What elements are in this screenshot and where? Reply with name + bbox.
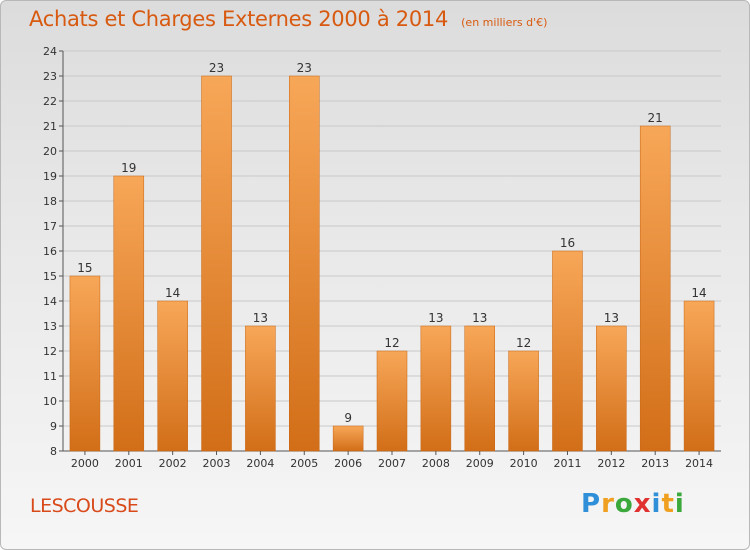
x-tick-label: 2001 [115,457,143,470]
bar-value-label: 13 [428,311,443,325]
brand-letter: P [581,489,602,519]
brand-letter: i [674,489,685,519]
bar-value-label: 14 [165,286,180,300]
y-tick-label: 18 [43,195,57,208]
brand-letter: r [601,489,615,519]
bar [245,325,276,452]
bar [683,300,715,452]
chart-subtitle: (en milliers d'€) [461,16,548,29]
bar [113,175,145,452]
y-tick-label: 13 [43,320,57,333]
x-tick-label: 2000 [71,457,99,470]
bar-value-label: 23 [297,61,312,75]
bar-value-label: 12 [384,336,399,350]
x-tick-label: 2013 [641,457,669,470]
y-tick-label: 15 [43,270,57,283]
y-tick-label: 17 [43,220,57,233]
x-tick-label: 2008 [422,457,450,470]
brand-letter: i [651,489,662,519]
bar-value-label: 14 [691,286,706,300]
x-tick-label: 2009 [466,457,494,470]
bar-value-label: 15 [77,261,92,275]
y-tick-label: 20 [43,145,57,158]
x-tick-label: 2012 [597,457,625,470]
y-tick-label: 10 [43,395,57,408]
y-tick-label: 12 [43,345,57,358]
bar-value-label: 19 [121,161,136,175]
bar [201,75,232,452]
x-tick-label: 2005 [290,457,318,470]
bar-value-label: 16 [560,236,575,250]
bar-value-label: 13 [253,311,268,325]
bar-value-label: 23 [209,61,224,75]
brand-logo: Proxiti [581,489,685,519]
bar-value-label: 13 [604,311,619,325]
chart-title: Achats et Charges Externes 2000 à 2014 [29,7,449,31]
bar [464,325,495,452]
brand-letter: t [661,489,675,519]
bar [332,425,364,452]
x-tick-label: 2007 [378,457,406,470]
bar-value-label: 21 [648,111,663,125]
bar-value-label: 12 [516,336,531,350]
y-tick-label: 8 [50,445,57,458]
y-tick-label: 9 [50,420,57,433]
brand-letter: x [633,489,652,519]
bar [157,300,188,452]
x-tick-label: 2006 [334,457,362,470]
bar [69,275,101,452]
bar-value-label: 9 [344,411,352,425]
bar [420,325,452,452]
y-tick-label: 11 [43,370,57,383]
y-tick-label: 19 [43,170,57,183]
x-tick-label: 2002 [159,457,187,470]
x-tick-label: 2003 [203,457,231,470]
bar [289,75,320,452]
bar [508,350,539,452]
x-tick-label: 2004 [246,457,274,470]
bar-value-label: 13 [472,311,487,325]
y-tick-label: 21 [43,120,57,133]
x-tick-label: 2011 [553,457,581,470]
brand-letter: o [614,489,634,519]
bar [639,125,671,452]
y-tick-label: 22 [43,95,57,108]
commune-name: LESCOUSSE [30,495,139,517]
y-tick-label: 14 [43,295,57,308]
x-tick-label: 2014 [685,457,713,470]
chart-title-block: Achats et Charges Externes 2000 à 2014 (… [29,7,547,31]
bar [376,350,408,452]
y-tick-label: 24 [43,45,57,58]
y-tick-label: 23 [43,70,57,83]
y-tick-label: 16 [43,245,57,258]
bar [552,250,583,452]
x-tick-label: 2010 [510,457,538,470]
bar [596,325,627,452]
